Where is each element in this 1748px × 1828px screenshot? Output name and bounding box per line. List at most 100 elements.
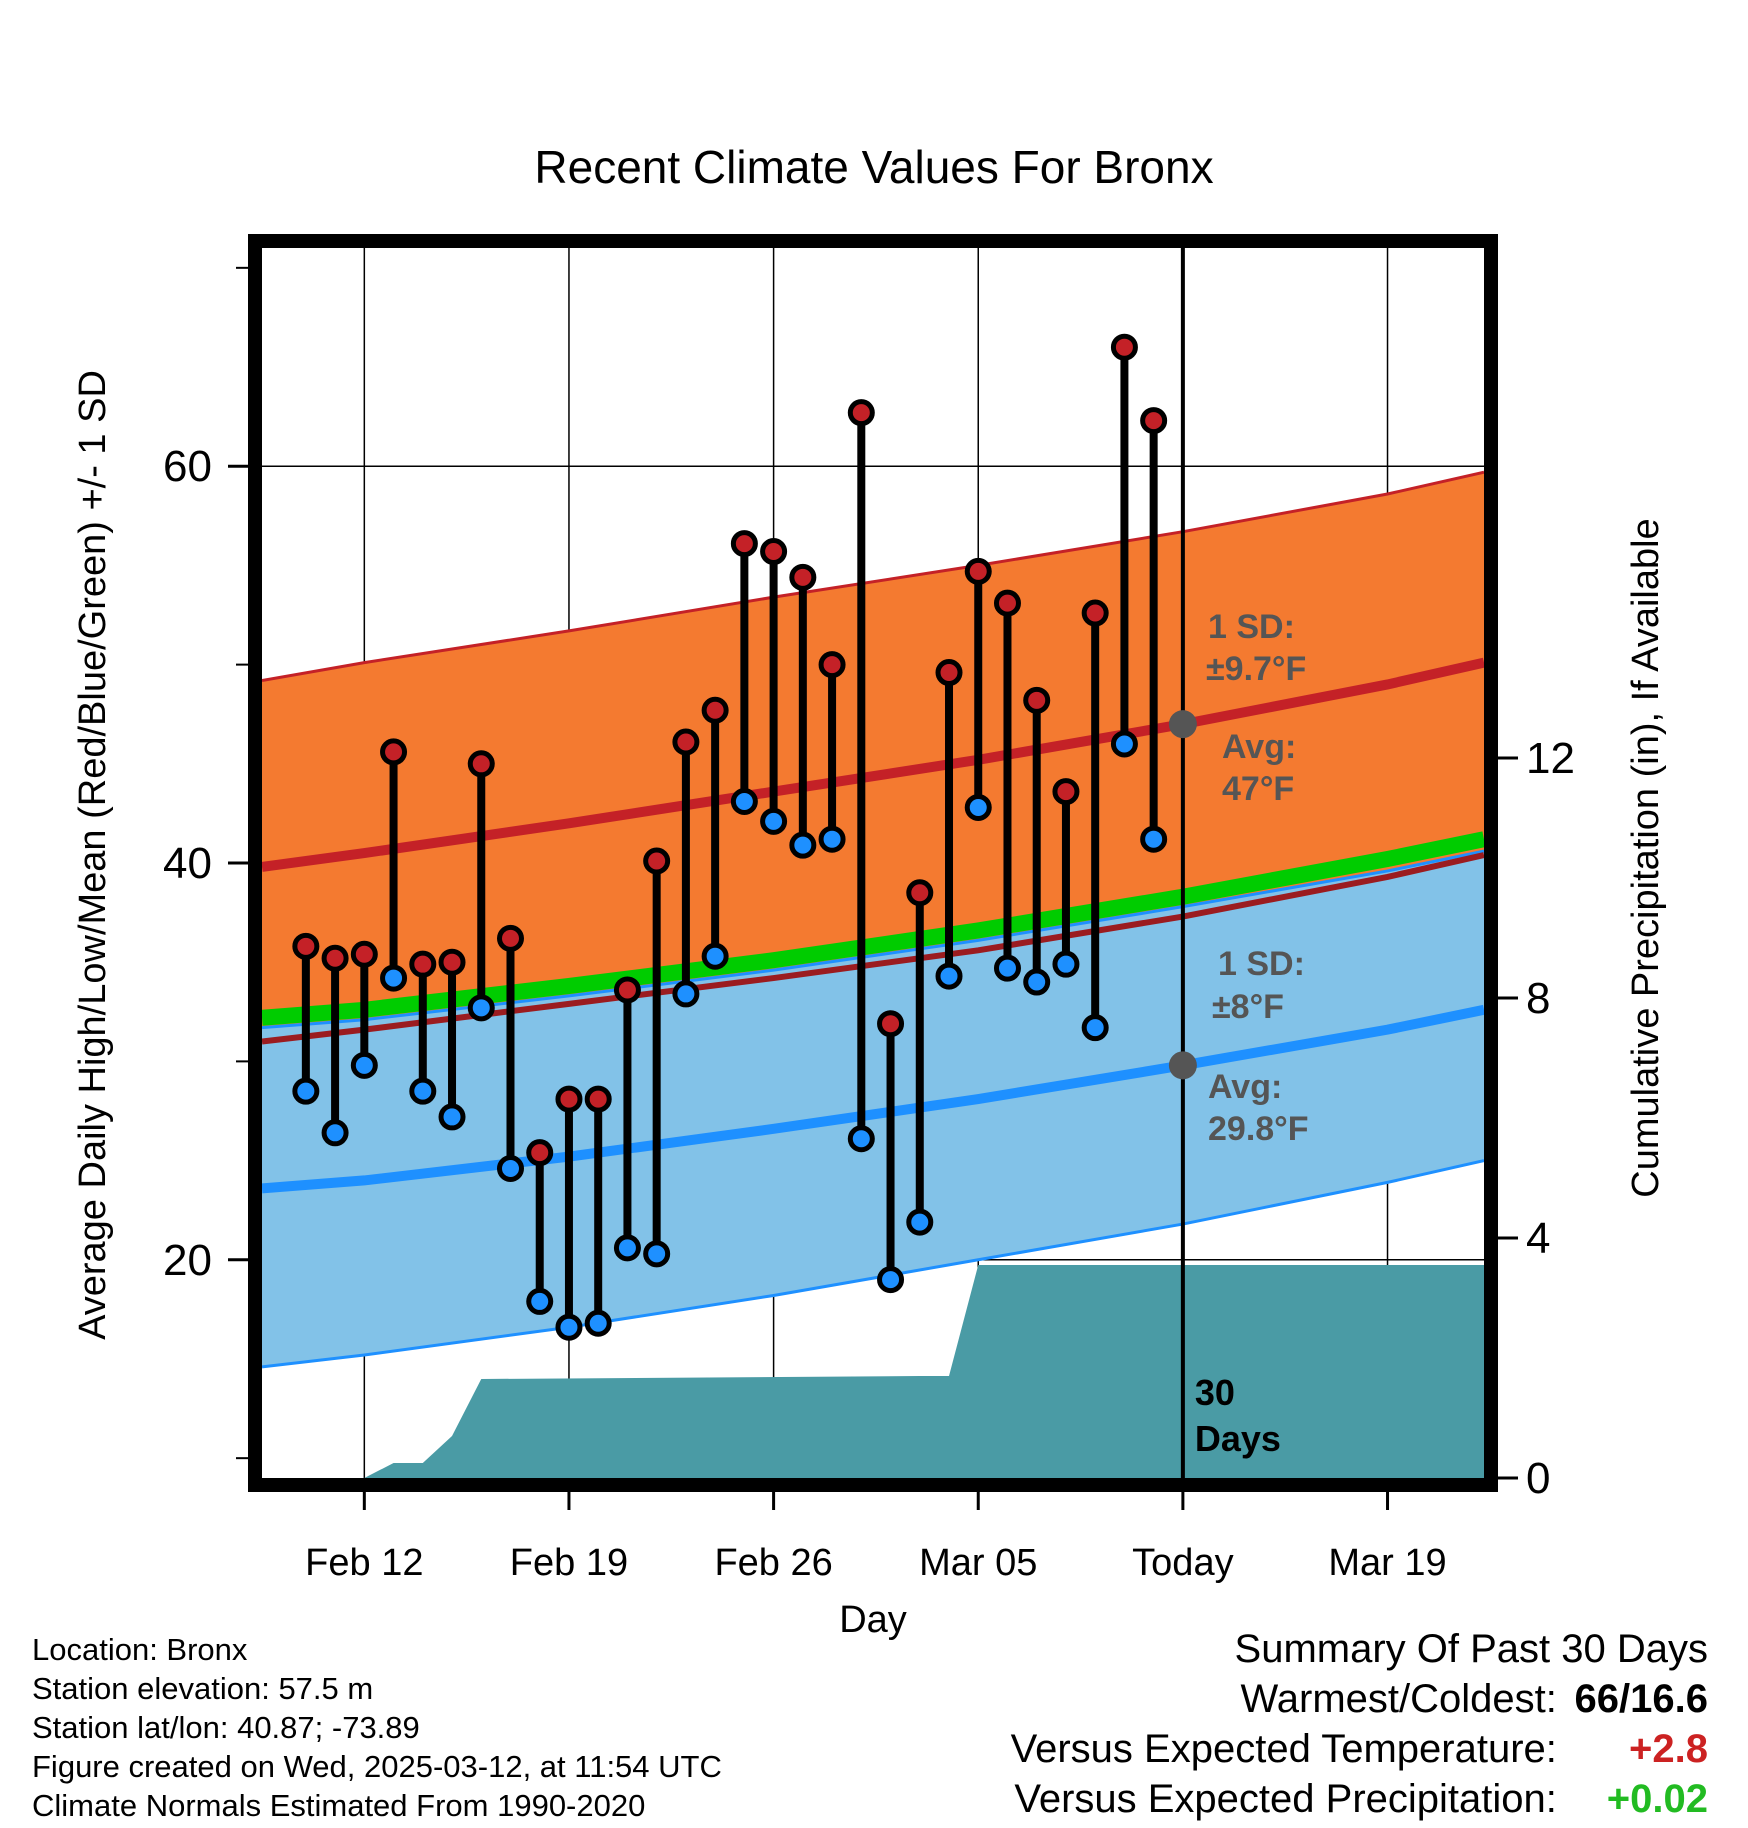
high-point — [1110, 333, 1138, 361]
location-text: Location: Bronx — [32, 1632, 248, 1667]
low-point — [993, 954, 1021, 982]
precip-area — [364, 1265, 1484, 1478]
annotations: 1 SD: ±9.7°F Avg: 47°F 1 SD: ±8°F Avg: 29.8°F — [1168, 608, 1309, 1148]
summary-temp-row: Versus Expected Temperature: +2.8 — [1011, 1724, 1708, 1774]
low-point — [613, 1234, 641, 1262]
today-30-days-label: 30 Days — [1195, 1372, 1281, 1459]
x-tick-label: Mar 19 — [1328, 1542, 1446, 1584]
y-tick-label: 20 — [163, 1236, 212, 1285]
high-point — [1023, 686, 1051, 714]
y2-tick-label: 12 — [1526, 734, 1575, 783]
high-sd-value: ±9.7°F — [1206, 650, 1306, 688]
high-point — [701, 696, 729, 724]
low-point — [701, 942, 729, 970]
low-point — [380, 964, 408, 992]
x-tick-label: Feb 26 — [714, 1542, 832, 1584]
low-point — [1081, 1014, 1109, 1042]
mean-normal-line — [262, 831, 1484, 1026]
low-point — [1023, 968, 1051, 996]
precip-value: +0.02 — [1606, 1777, 1708, 1821]
high-point — [613, 976, 641, 1004]
low-point — [730, 788, 758, 815]
high-lower-edge — [262, 852, 1484, 1045]
high-normal-line — [262, 657, 1484, 872]
x-axis-label: Day — [839, 1599, 907, 1641]
normal-lines — [262, 657, 1484, 1194]
low-point — [847, 1125, 875, 1153]
low-avg-marker — [1168, 1051, 1197, 1080]
x-tick-label: Today — [1132, 1542, 1233, 1584]
x-tick-label: Mar 05 — [919, 1542, 1037, 1584]
warm-cold-value: 66/16.6 — [1574, 1677, 1708, 1721]
y2-tick-label: 0 — [1526, 1454, 1550, 1503]
high-point — [1052, 778, 1080, 806]
high-point — [496, 924, 524, 952]
today-label-word: 30 — [1195, 1372, 1235, 1413]
low-point — [643, 1240, 671, 1268]
latlon-text: Station lat/lon: 40.87; -73.89 — [32, 1710, 420, 1745]
precip-area-group — [364, 1265, 1484, 1478]
low-point — [555, 1313, 583, 1341]
daily-stems — [301, 347, 1158, 1328]
low-normal-line — [262, 1004, 1484, 1194]
high-point — [672, 728, 700, 756]
low-point — [1110, 730, 1138, 758]
summary-warm-cold-row: Warmest/Coldest: 66/16.6 — [1011, 1674, 1709, 1724]
summary-panel: Summary Of Past 30 Days Warmest/Coldest:… — [1011, 1624, 1708, 1824]
low-point — [467, 994, 495, 1022]
high-avg-marker — [1168, 710, 1197, 739]
low-point — [877, 1266, 905, 1294]
high-point — [584, 1085, 612, 1113]
high-sd-label: 1 SD: — [1208, 608, 1295, 646]
elevation-text: Station elevation: 57.5 m — [32, 1671, 374, 1706]
high-point — [1140, 407, 1168, 435]
low-point — [584, 1309, 612, 1337]
high-avg-value: 47°F — [1222, 770, 1294, 808]
created-text: Figure created on Wed, 2025-03-12, at 11… — [32, 1749, 722, 1784]
high-point — [409, 950, 437, 978]
high-point — [818, 651, 846, 679]
plot-frame — [248, 234, 1498, 1492]
low-sd-label: 1 SD: — [1218, 945, 1305, 983]
low-avg-label: Avg: — [1208, 1068, 1282, 1106]
high-point — [467, 750, 495, 778]
high-point — [555, 1085, 583, 1113]
low-point — [964, 793, 992, 821]
normals-text: Climate Normals Estimated From 1990-2020 — [32, 1788, 646, 1823]
low-upper-edge — [262, 849, 1484, 1030]
high-point — [1081, 599, 1109, 627]
low-point — [906, 1208, 934, 1236]
low-point — [409, 1077, 437, 1105]
high-point — [292, 932, 320, 960]
low-point — [1052, 950, 1080, 978]
low-avg-value: 29.8°F — [1208, 1110, 1309, 1148]
high-point — [964, 557, 992, 585]
y2-tick-label: 8 — [1526, 974, 1550, 1023]
warm-cold-label: Warmest/Coldest: — [1240, 1677, 1557, 1721]
high-point — [438, 948, 466, 976]
temp-label: Versus Expected Temperature: — [1010, 1727, 1557, 1771]
summary-heading: Summary Of Past 30 Days — [1234, 1627, 1708, 1671]
y2-axis-label: Cumulative Precipitation (in), If Availa… — [1625, 518, 1667, 1197]
high-point — [380, 738, 408, 766]
y2-tick-label: 4 — [1526, 1214, 1550, 1263]
station-info: Location: Bronx Station elevation: 57.5 … — [32, 1630, 722, 1825]
low-point — [292, 1077, 320, 1105]
high-point — [526, 1139, 554, 1167]
high-point — [643, 847, 671, 875]
high-point — [730, 530, 758, 558]
low-point — [760, 807, 788, 835]
today-label-word: Days — [1195, 1418, 1281, 1459]
precip-label: Versus Expected Precipitation: — [1014, 1777, 1557, 1821]
high-point — [906, 879, 934, 907]
low-point — [818, 825, 846, 853]
high-upper-edge — [262, 470, 1484, 682]
high-point — [350, 940, 378, 968]
y-axis-label: Average Daily High/Low/Mean (Red/Blue/Gr… — [72, 370, 114, 1340]
high-point — [935, 659, 963, 687]
y-tick-label: 40 — [163, 839, 212, 888]
low-point — [1140, 825, 1168, 853]
low-point — [350, 1051, 378, 1079]
high-point — [993, 589, 1021, 617]
